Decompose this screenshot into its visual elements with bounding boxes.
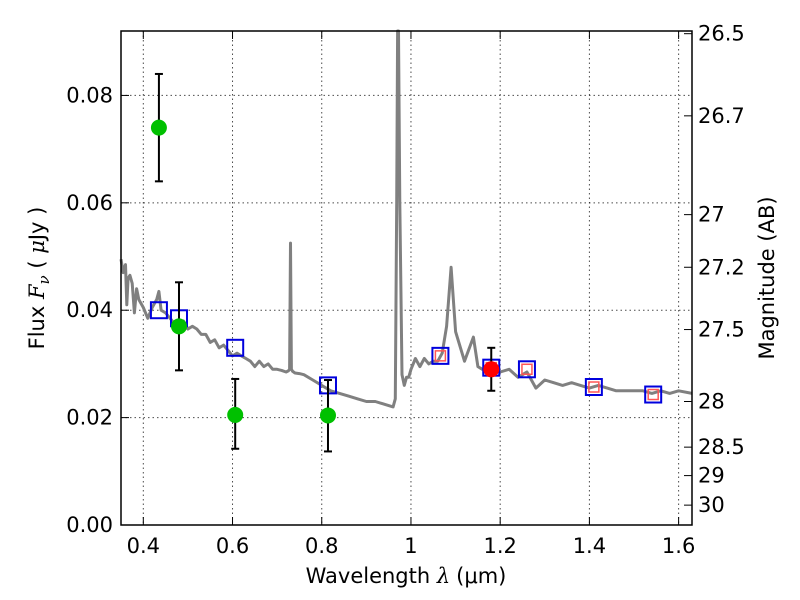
- observed-point: [227, 406, 244, 423]
- x-tick-label: 1.2: [483, 534, 516, 558]
- model-photometry-inner-square: [588, 381, 600, 393]
- model-photometry-square: [644, 385, 663, 404]
- x-tick-label: 1.6: [662, 534, 695, 558]
- series-layer: [119, 29, 693, 453]
- y2-tick-label: 29: [698, 464, 725, 488]
- model-photometry-inner-square: [434, 350, 447, 362]
- y2-tick-label: 27.5: [698, 318, 745, 342]
- model-photometry-square: [584, 378, 603, 397]
- x-tick-label: 0.6: [216, 534, 249, 558]
- y-tick-label: 0.02: [66, 406, 113, 430]
- x-tick-label: 0.8: [305, 534, 338, 558]
- y-tick-label: 0.08: [66, 83, 113, 107]
- observed-point: [150, 119, 167, 136]
- y-tick-label: 0.04: [66, 298, 113, 322]
- y-axis-label: Flux Fν ( μJy ): [25, 207, 53, 350]
- y2-tick-label: 26.7: [698, 104, 745, 128]
- model-photometry-square: [149, 301, 168, 320]
- observed-point: [170, 318, 187, 335]
- y2-tick-label: 27.2: [698, 255, 745, 279]
- y2-tick-label: 28: [698, 390, 725, 414]
- x-tick-label: 1.4: [573, 534, 606, 558]
- y2-tick-label: 26.5: [698, 22, 745, 46]
- model-photometry-inner-square: [521, 363, 533, 376]
- x-tick-label: 1: [404, 534, 417, 558]
- model-photometry-square: [226, 338, 245, 357]
- y-tick-label: 0.00: [66, 513, 113, 537]
- model-photometry-square: [431, 346, 450, 365]
- grid-layer: [121, 31, 692, 526]
- sed-model-line: [119, 29, 693, 409]
- observed-point: [319, 407, 336, 424]
- model-photometry-inner-square: [647, 388, 659, 401]
- y2-tick-label: 27: [698, 203, 725, 227]
- y2-tick-label: 28.5: [698, 435, 745, 459]
- model-photometry-square: [517, 360, 536, 379]
- x-axis-label: Wavelength λ (μm): [306, 564, 507, 588]
- observed-point: [483, 361, 500, 378]
- plot-frame: [120, 30, 693, 526]
- y2-axis-label: Magnitude (AB): [755, 196, 779, 359]
- tick-layer: 0.4 0.6 0.8 1 1.2 1.4 1.6 0.00 0.02 0.04 0.06 0.08 2…: [66, 22, 745, 558]
- y-tick-label: 0.06: [66, 191, 113, 215]
- y2-tick-label: 30: [698, 493, 725, 517]
- x-tick-label: 0.4: [127, 534, 160, 558]
